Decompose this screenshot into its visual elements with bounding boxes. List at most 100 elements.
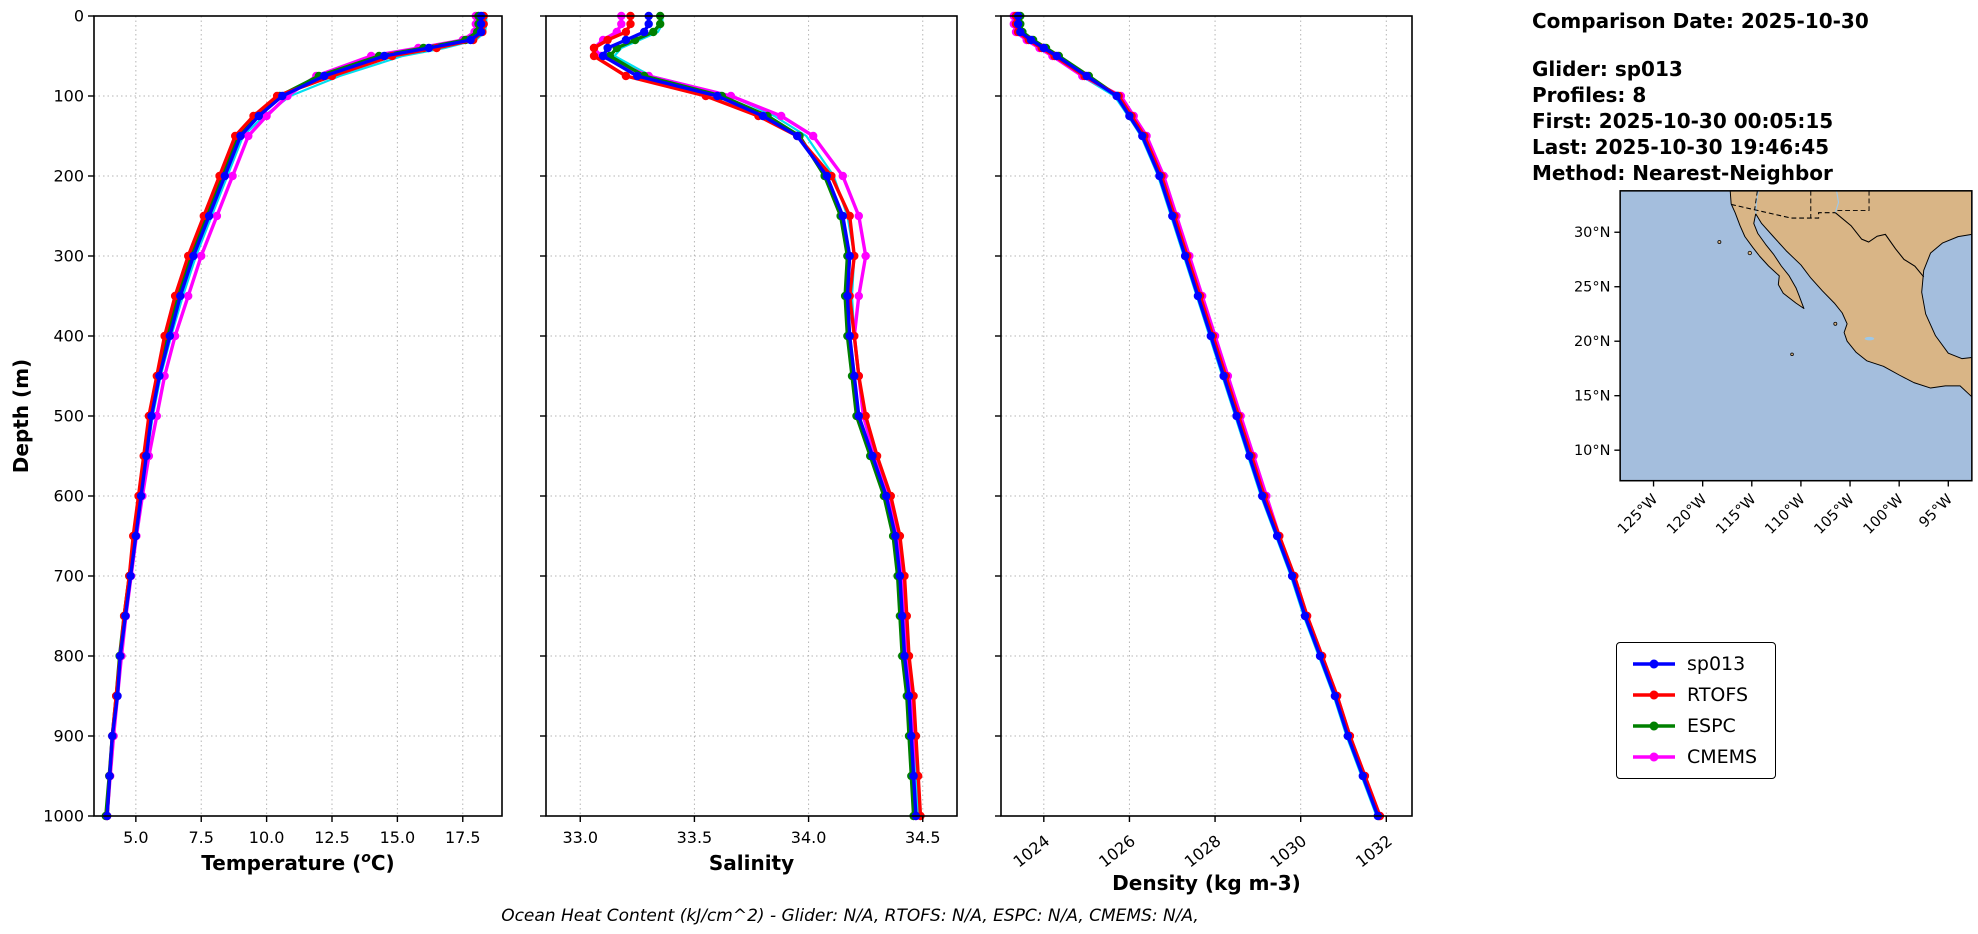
x-tick-label: 34.0 <box>791 828 827 847</box>
sp013-marker <box>900 651 909 661</box>
legend-label-CMEMS: CMEMS <box>1687 746 1758 768</box>
sp013-marker <box>713 91 722 101</box>
CMEMS-marker <box>197 251 206 261</box>
legend-line-icon-ESPC <box>1633 721 1675 731</box>
RTOFS-marker <box>861 411 870 421</box>
sp013-marker <box>1315 651 1325 661</box>
sp013-series <box>102 11 486 821</box>
sp013-marker <box>845 331 854 341</box>
legend-entry-sp013: sp013 <box>1631 653 1757 675</box>
us-mexico-border <box>1731 203 1836 219</box>
sp013-marker <box>633 71 642 81</box>
RTOFS-line <box>592 14 923 818</box>
sp013-marker <box>113 691 122 701</box>
us-state-borders <box>1754 190 1870 219</box>
RTOFS-series <box>589 11 925 821</box>
sp013-line <box>105 14 483 818</box>
glider-profiles-line <box>613 14 920 818</box>
sp013-marker <box>1232 411 1241 421</box>
sp013-marker <box>1330 691 1340 701</box>
info-panel: Comparison Date: 2025-10-30 Glider: sp01… <box>1532 8 1869 186</box>
sp013-marker <box>1013 19 1023 29</box>
x-tick-label: 17.5 <box>445 828 481 847</box>
sp013-marker <box>1155 171 1164 181</box>
sp013-marker <box>278 91 287 101</box>
sp013-marker <box>1112 91 1121 101</box>
sp013-marker <box>476 27 486 37</box>
y-tick-label: 500 <box>53 407 84 426</box>
sp013-marker <box>891 531 900 541</box>
sp013-marker <box>1272 531 1282 541</box>
ESPC-marker <box>649 27 658 37</box>
sp013-line <box>1016 14 1380 818</box>
legend-entry-ESPC: ESPC <box>1631 715 1757 737</box>
map-lon-label: 95°W <box>1916 492 1956 532</box>
map-lat-label: 20°N <box>1574 334 1611 350</box>
comparison-date: Comparison Date: 2025-10-30 <box>1532 9 1869 33</box>
CMEMS-marker <box>212 211 222 221</box>
legend-label-sp013: sp013 <box>1687 653 1746 675</box>
x-tick-label: 1030 <box>1266 831 1310 871</box>
sp013-marker <box>466 35 475 45</box>
glider-name: Glider: sp013 <box>1532 57 1683 81</box>
islands <box>1717 240 1838 357</box>
salinity-plot-svg: 33.0 33.5 34.0 34.5 Salinity <box>540 11 958 875</box>
sp013-marker <box>621 35 631 45</box>
legend-label-ESPC: ESPC <box>1687 715 1736 737</box>
axes-frame <box>545 15 958 817</box>
sp013-marker <box>907 731 916 741</box>
y-tick-label: 200 <box>53 167 84 186</box>
x-tick-label: 1026 <box>1095 831 1139 871</box>
RTOFS-marker <box>621 71 631 81</box>
sp013-marker <box>1168 211 1177 221</box>
last-profile-time: Last: 2025-10-30 19:46:45 <box>1532 135 1830 159</box>
map-lat-label: 10°N <box>1574 443 1611 459</box>
right-panel: Comparison Date: 2025-10-30 Glider: sp01… <box>1528 0 1978 934</box>
legend-label-RTOFS: RTOFS <box>1687 684 1749 706</box>
x-tick-label: 1024 <box>1009 831 1053 871</box>
sp013-marker <box>1300 611 1310 621</box>
y-tick-label: 0 <box>74 7 84 26</box>
sp013-marker <box>909 771 918 781</box>
sp013-marker <box>603 43 612 53</box>
sp013-marker <box>131 531 140 541</box>
sp013-marker <box>868 451 877 461</box>
sp013-marker <box>320 71 329 81</box>
map-frame <box>1619 190 1973 482</box>
map-lon-label: 120°W <box>1664 492 1710 538</box>
x-tick-label: 33.5 <box>677 828 713 847</box>
map-lon-label: 105°W <box>1812 492 1858 538</box>
sp013-marker <box>843 291 852 301</box>
sp013-marker <box>424 43 433 53</box>
sp013-marker <box>838 211 847 221</box>
salinity-profile-chart: 33.0 33.5 34.0 34.5 Salinity <box>516 2 971 904</box>
sp013-marker <box>1193 291 1203 301</box>
sp013-marker <box>898 611 907 621</box>
sp013-marker <box>882 491 891 501</box>
river-rio-grande-upper <box>1834 190 1840 213</box>
sp013-marker <box>1125 111 1134 121</box>
sp013-marker <box>895 571 905 581</box>
sp013-marker <box>1026 35 1036 45</box>
CMEMS-marker <box>617 19 626 29</box>
y-tick-label: 800 <box>53 647 84 666</box>
legend: sp013 RTOFS ESPC CMEMS <box>1616 642 1777 779</box>
CMEMS-marker <box>861 251 870 261</box>
profile-charts-row: 5.0 7.5 10.0 12.5 15.0 17.5 0 100 200 300 400 500 60… <box>6 2 1426 904</box>
profile-count: Profiles: 8 <box>1532 83 1647 107</box>
axes-frame <box>1000 15 1413 817</box>
y-tick-label: 700 <box>53 567 84 586</box>
density-profile-chart: 1024 1026 1028 1030 1032 Density (kg m-3) <box>971 2 1426 904</box>
map-svg: 30°N 25°N 20°N 15°N 10°N 125°W 120°W 115°W 110°W… <box>1574 190 1973 538</box>
x-tick-label: 15.0 <box>380 828 416 847</box>
glider-profiles-series <box>613 14 920 818</box>
sp013-marker <box>1138 131 1147 141</box>
map-lat-label: 25°N <box>1574 280 1611 296</box>
sp013-series <box>598 11 921 821</box>
legend-entry-CMEMS: CMEMS <box>1631 746 1757 768</box>
sp013-marker <box>1219 371 1228 381</box>
RTOFS-marker <box>603 35 612 45</box>
sp013-marker <box>1343 731 1352 741</box>
sp013-marker <box>204 211 214 221</box>
